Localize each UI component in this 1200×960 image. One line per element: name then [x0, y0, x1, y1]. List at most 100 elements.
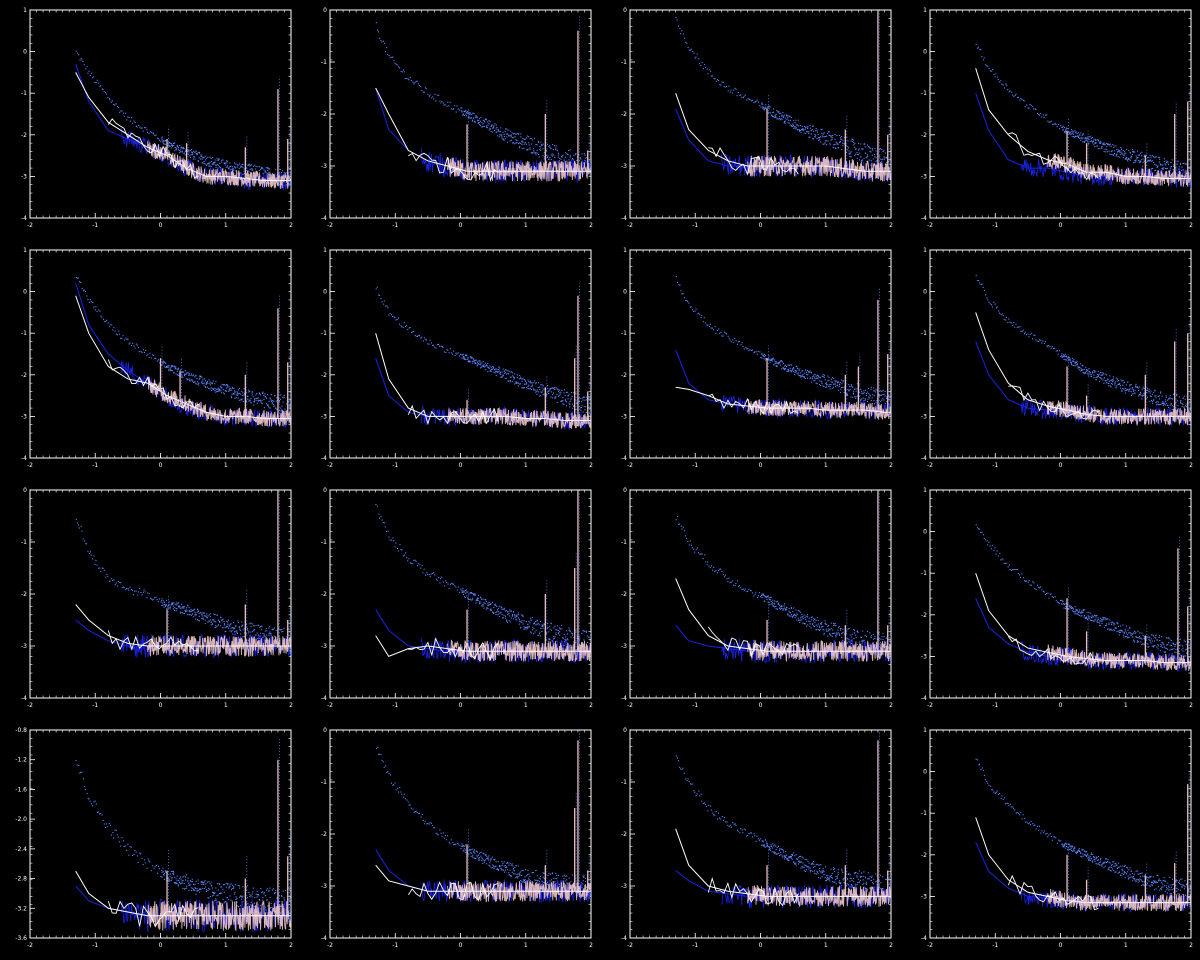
dot-point: [501, 135, 503, 137]
dot-point: [1113, 154, 1115, 156]
dot-point: [464, 354, 467, 356]
dot-point: [794, 614, 796, 616]
dot-point: [100, 571, 102, 573]
dot-point: [550, 623, 552, 625]
dot-point: [1166, 167, 1168, 169]
dot-point: [161, 598, 163, 600]
dot-point: [784, 609, 786, 611]
dot-point: [820, 141, 822, 143]
dot-point: [845, 394, 847, 396]
dot-point: [1169, 169, 1171, 171]
dot-point: [483, 120, 485, 122]
dot-point: [502, 139, 504, 141]
dot-point: [1038, 339, 1041, 341]
dot-point: [230, 631, 232, 633]
series-pink-noise: [747, 154, 891, 182]
dot-point: [718, 79, 720, 82]
dot-point: [1051, 346, 1053, 348]
y-tick-label: 0: [323, 7, 327, 14]
dot-point: [560, 391, 562, 393]
dot-point: [216, 614, 218, 617]
dot-point: [192, 609, 194, 611]
dot-point: [1103, 144, 1105, 146]
dot-point: [445, 351, 447, 353]
dot-point: [202, 378, 204, 380]
dot-point: [758, 595, 760, 597]
dot-point: [496, 611, 498, 613]
dot-point: [748, 588, 750, 590]
dot-point: [808, 372, 810, 374]
dot-point: [270, 399, 272, 401]
dot-point: [243, 632, 245, 634]
dot-point: [180, 369, 182, 371]
dot-point: [475, 359, 477, 361]
x-tick-label: -2: [327, 702, 333, 709]
dot-point: [873, 390, 875, 392]
dot-point: [539, 631, 541, 633]
y-tick-label: -2: [621, 372, 627, 379]
dot-point: [780, 608, 782, 610]
dot-point: [439, 345, 441, 347]
dot-point: [767, 601, 769, 603]
dot-point: [510, 136, 512, 138]
dot-point: [210, 382, 212, 384]
dot-point: [265, 397, 267, 399]
dot-point: [1130, 157, 1132, 159]
dot-point: [407, 78, 409, 80]
dot-point: [1080, 137, 1082, 139]
dot-point: [809, 124, 811, 126]
dot-point: [179, 152, 181, 154]
dot-point: [114, 330, 116, 332]
dot-point: [274, 173, 276, 175]
dot-point: [1170, 166, 1172, 168]
dot-point: [1121, 380, 1123, 382]
dot-point: [212, 163, 214, 165]
series-white-noise: [1008, 132, 1099, 181]
dot-point: [220, 385, 222, 387]
dot-point: [497, 128, 499, 131]
dot-point: [460, 107, 462, 109]
dot-point: [767, 105, 769, 107]
dot-point: [509, 130, 511, 132]
dot-point: [508, 370, 510, 373]
dot-point: [95, 306, 97, 308]
dot-point: [736, 343, 739, 345]
dot-point: [1175, 402, 1177, 404]
dot-point: [236, 166, 238, 168]
panel-10: -2 -1 0 1 2-4-3-2-10: [321, 487, 593, 709]
dot-point: [1144, 154, 1146, 156]
dot-point: [767, 113, 769, 115]
dot-point: [278, 184, 280, 186]
dot-point: [738, 585, 740, 587]
dot-point: [437, 344, 439, 346]
y-tick-label: -2: [321, 111, 327, 118]
dot-point: [841, 138, 843, 140]
dot-point: [257, 173, 259, 175]
dot-point: [417, 334, 419, 336]
dot-point: [475, 599, 477, 601]
dot-point: [289, 403, 291, 406]
dot-point: [210, 157, 212, 159]
x-tick-label: 0: [759, 222, 763, 229]
dot-point: [237, 389, 239, 391]
dot-point: [542, 390, 544, 392]
dot-point: [825, 140, 827, 142]
dot-point: [95, 559, 97, 561]
y-tick-label: -1: [21, 90, 27, 97]
dot-point: [996, 306, 998, 308]
dot-point: [787, 364, 789, 366]
dot-point: [133, 120, 135, 122]
dot-point: [763, 358, 765, 360]
dot-point: [94, 81, 96, 83]
dot-point: [226, 384, 228, 386]
dot-point: [853, 144, 855, 146]
dot-point: [514, 143, 516, 145]
dot-point: [505, 377, 507, 379]
dot-point: [238, 626, 240, 628]
dot-point: [92, 77, 94, 79]
dot-point: [477, 122, 479, 124]
dot-point: [227, 623, 229, 625]
dot-point: [116, 334, 118, 336]
dot-point: [187, 605, 189, 607]
plot-frame: [929, 489, 1192, 699]
